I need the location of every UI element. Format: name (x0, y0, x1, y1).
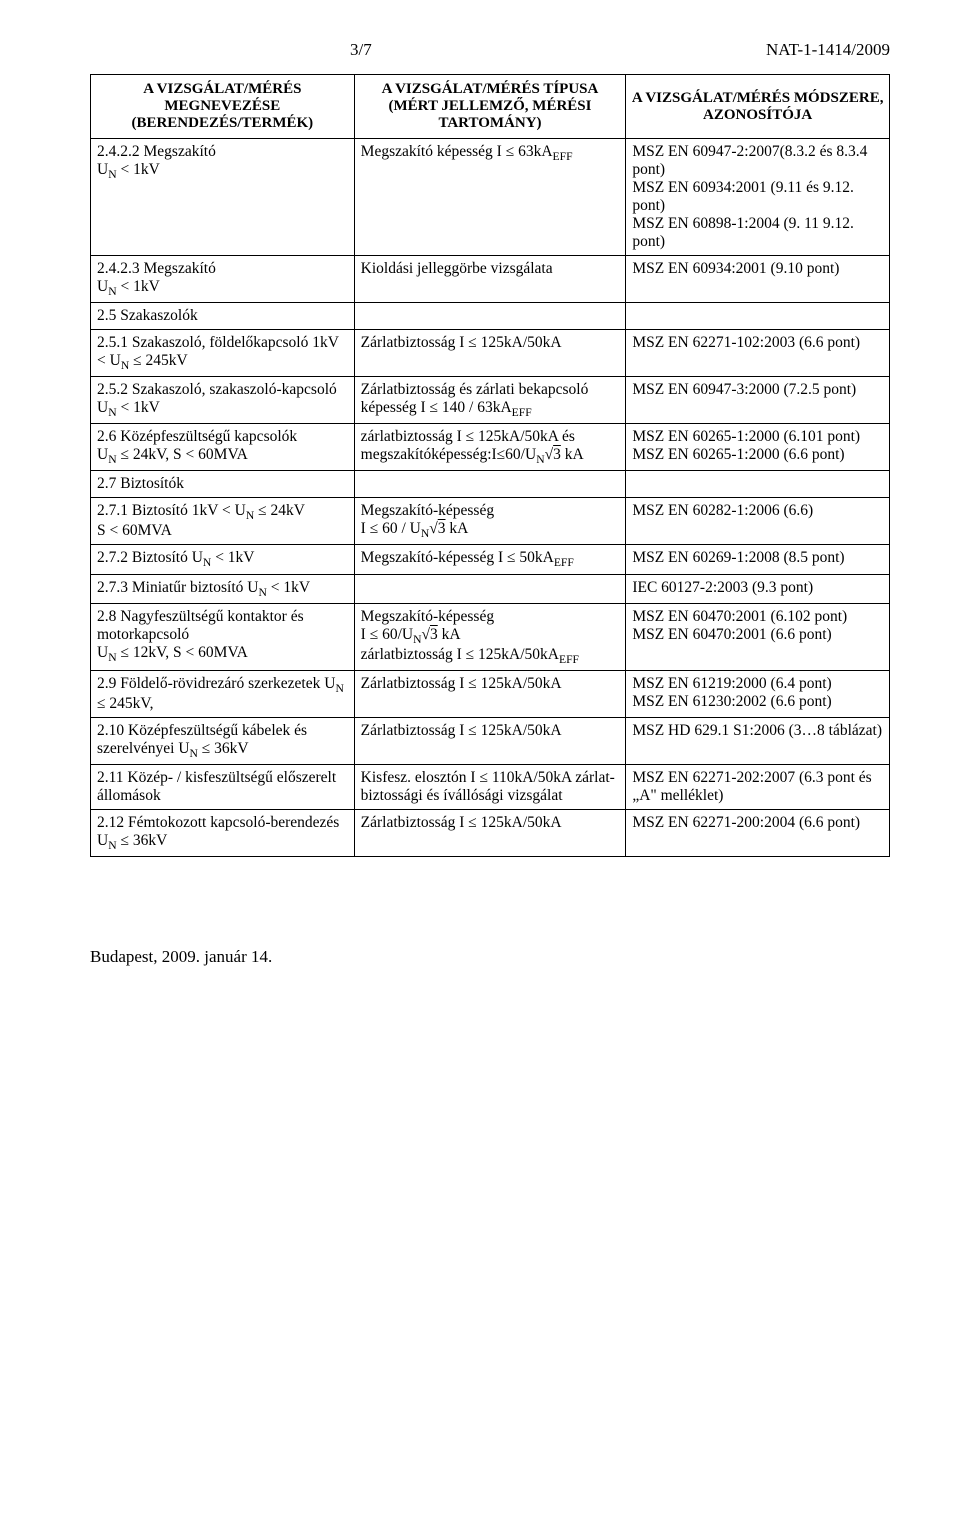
table-cell: 2.7 Biztosítók (91, 471, 355, 498)
table-cell: 2.4.2.3 Megszakító UN < 1kV (91, 256, 355, 303)
table-cell: Zárlatbiztosság I ≤ 125kA/50kA (354, 330, 626, 377)
table-cell: MSZ HD 629.1 S1:2006 (3…8 táblázat) (626, 717, 890, 764)
page-header: 3/7 NAT-1-1414/2009 (90, 40, 890, 60)
table-cell: 2.11 Közép- / kisfeszültségű előszerelt … (91, 765, 355, 810)
table-cell: Megszakító-képesség I ≤ 60/UN√3 kAzárlat… (354, 603, 626, 670)
table-cell: Zárlatbiztosság I ≤ 125kA/50kA (354, 810, 626, 857)
table-row: 2.11 Közép- / kisfeszültségű előszerelt … (91, 765, 890, 810)
table-cell: MSZ EN 60282-1:2006 (6.6) (626, 498, 890, 545)
table-cell (626, 303, 890, 330)
table-row: 2.4.2.2 Megszakító UN < 1kVMegszakító ké… (91, 139, 890, 256)
table-cell: Megszakító-képesség I ≤ 60 / UN√3 kA (354, 498, 626, 545)
table-row: 2.9 Földelő-rövidrezáró szerkezetek UN ≤… (91, 670, 890, 717)
table-cell: 2.5 Szakaszolók (91, 303, 355, 330)
table-cell: zárlatbiztosság I ≤ 125kA/50kA ésmegszak… (354, 424, 626, 471)
table-cell: 2.9 Földelő-rövidrezáró szerkezetek UN ≤… (91, 670, 355, 717)
table-cell: MSZ EN 60947-2:2007(8.3.2 és 8.3.4 pont)… (626, 139, 890, 256)
table-cell: MSZ EN 60265-1:2000 (6.101 pont)MSZ EN 6… (626, 424, 890, 471)
table-row: 2.5 Szakaszolók (91, 303, 890, 330)
table-cell: 2.7.1 Biztosító 1kV < UN ≤ 24kV S < 60MV… (91, 498, 355, 545)
table-cell: Zárlatbiztosság I ≤ 125kA/50kA (354, 670, 626, 717)
table-cell: 2.12 Fémtokozott kapcsoló-berendezés UN … (91, 810, 355, 857)
table-row: 2.7.3 Miniatűr biztosító UN < 1kV IEC 601… (91, 574, 890, 603)
table-row: 2.7.2 Biztosító UN < 1kVMegszakító-képes… (91, 545, 890, 574)
table-cell (354, 574, 626, 603)
doc-id: NAT-1-1414/2009 (766, 40, 890, 60)
table-cell: Kisfesz. elosztón I ≤ 110kA/50kA zárlat-… (354, 765, 626, 810)
table-cell: Zárlatbiztosság és zárlati bekapcsoló ké… (354, 377, 626, 424)
table-cell: Megszakító képesség I ≤ 63kAEFF (354, 139, 626, 256)
table-row: 2.5.1 Szakaszoló, földelőkapcsoló 1kV < … (91, 330, 890, 377)
table-cell (626, 471, 890, 498)
table-row: 2.7.1 Biztosító 1kV < UN ≤ 24kV S < 60MV… (91, 498, 890, 545)
table-cell: MSZ EN 60470:2001 (6.102 pont)MSZ EN 604… (626, 603, 890, 670)
table-cell: 2.8 Nagyfeszültségű kontaktor és motorka… (91, 603, 355, 670)
table-cell: Kioldási jelleggörbe vizsgálata (354, 256, 626, 303)
table-cell: 2.5.1 Szakaszoló, földelőkapcsoló 1kV < … (91, 330, 355, 377)
table-cell (354, 303, 626, 330)
table-row: 2.8 Nagyfeszültségű kontaktor és motorka… (91, 603, 890, 670)
table-cell: 2.6 Középfeszültségű kapcsolók UN ≤ 24kV… (91, 424, 355, 471)
table-body: 2.4.2.2 Megszakító UN < 1kVMegszakító ké… (91, 139, 890, 857)
table-cell: MSZ EN 61219:2000 (6.4 pont)MSZ EN 61230… (626, 670, 890, 717)
table-cell: Zárlatbiztosság I ≤ 125kA/50kA (354, 717, 626, 764)
table-cell: 2.4.2.2 Megszakító UN < 1kV (91, 139, 355, 256)
table-cell: IEC 60127-2:2003 (9.3 pont) (626, 574, 890, 603)
table-row: 2.7 Biztosítók (91, 471, 890, 498)
page: 3/7 NAT-1-1414/2009 A VIZSGÁLAT/MÉRÉS ME… (0, 0, 960, 1523)
table-cell: MSZ EN 60269-1:2008 (8.5 pont) (626, 545, 890, 574)
col-header-3: A VIZSGÁLAT/MÉRÉS MÓDSZERE, AZONOSÍTÓJA (626, 75, 890, 139)
col-header-2: A VIZSGÁLAT/MÉRÉS TÍPUSA (MÉRT JELLEMZŐ,… (354, 75, 626, 139)
table-cell (354, 471, 626, 498)
page-number: 3/7 (350, 40, 372, 60)
table-row: 2.6 Középfeszültségű kapcsolók UN ≤ 24kV… (91, 424, 890, 471)
table-row: 2.10 Középfeszültségű kábelek és szerelv… (91, 717, 890, 764)
table-cell: Megszakító-képesség I ≤ 50kAEFF (354, 545, 626, 574)
table-cell: MSZ EN 62271-102:2003 (6.6 pont) (626, 330, 890, 377)
table-cell: 2.10 Középfeszültségű kábelek és szerelv… (91, 717, 355, 764)
table-cell: MSZ EN 60934:2001 (9.10 pont) (626, 256, 890, 303)
table-header-row: A VIZSGÁLAT/MÉRÉS MEGNEVEZÉSE (BERENDEZÉ… (91, 75, 890, 139)
table-cell: MSZ EN 62271-202:2007 (6.3 pont és „A" m… (626, 765, 890, 810)
table-row: 2.5.2 Szakaszoló, szakaszoló-kapcsoló UN… (91, 377, 890, 424)
footer: Budapest, 2009. január 14. (90, 947, 890, 967)
table-row: 2.12 Fémtokozott kapcsoló-berendezés UN … (91, 810, 890, 857)
main-table: A VIZSGÁLAT/MÉRÉS MEGNEVEZÉSE (BERENDEZÉ… (90, 74, 890, 857)
table-row: 2.4.2.3 Megszakító UN < 1kVKioldási jell… (91, 256, 890, 303)
table-cell: MSZ EN 62271-200:2004 (6.6 pont) (626, 810, 890, 857)
col-header-1: A VIZSGÁLAT/MÉRÉS MEGNEVEZÉSE (BERENDEZÉ… (91, 75, 355, 139)
table-cell: MSZ EN 60947-3:2000 (7.2.5 pont) (626, 377, 890, 424)
table-cell: 2.7.3 Miniatűr biztosító UN < 1kV (91, 574, 355, 603)
table-cell: 2.7.2 Biztosító UN < 1kV (91, 545, 355, 574)
table-cell: 2.5.2 Szakaszoló, szakaszoló-kapcsoló UN… (91, 377, 355, 424)
